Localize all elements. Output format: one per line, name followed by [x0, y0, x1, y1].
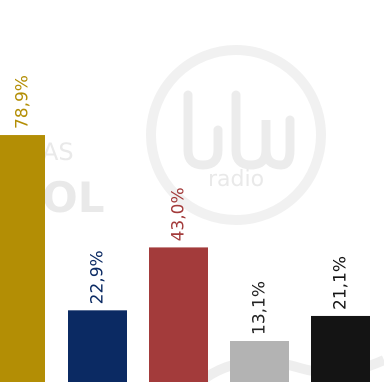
watermark-brand-text: radio	[208, 167, 264, 192]
value-label-4: 13,1%	[250, 281, 270, 335]
bars-group	[0, 135, 370, 382]
watermark-logo-ring	[146, 45, 326, 225]
bar-2	[68, 310, 127, 382]
value-label-5: 21,1%	[331, 256, 351, 310]
watermark-partial-text-top: AS	[42, 138, 74, 166]
bar-3	[149, 247, 208, 382]
watermark-partial-text-bottom: OL	[42, 173, 104, 222]
value-labels-group: 78,9% 22,9% 43,0% 13,1% 21,1%	[13, 75, 351, 335]
value-label-1: 78,9%	[13, 75, 33, 129]
bar-5	[311, 315, 370, 382]
bar-1	[0, 135, 45, 382]
value-label-3: 43,0%	[169, 187, 189, 241]
bar-4	[230, 340, 289, 382]
watermark-logo-glyph	[183, 90, 295, 170]
value-label-2: 22,9%	[88, 250, 108, 304]
